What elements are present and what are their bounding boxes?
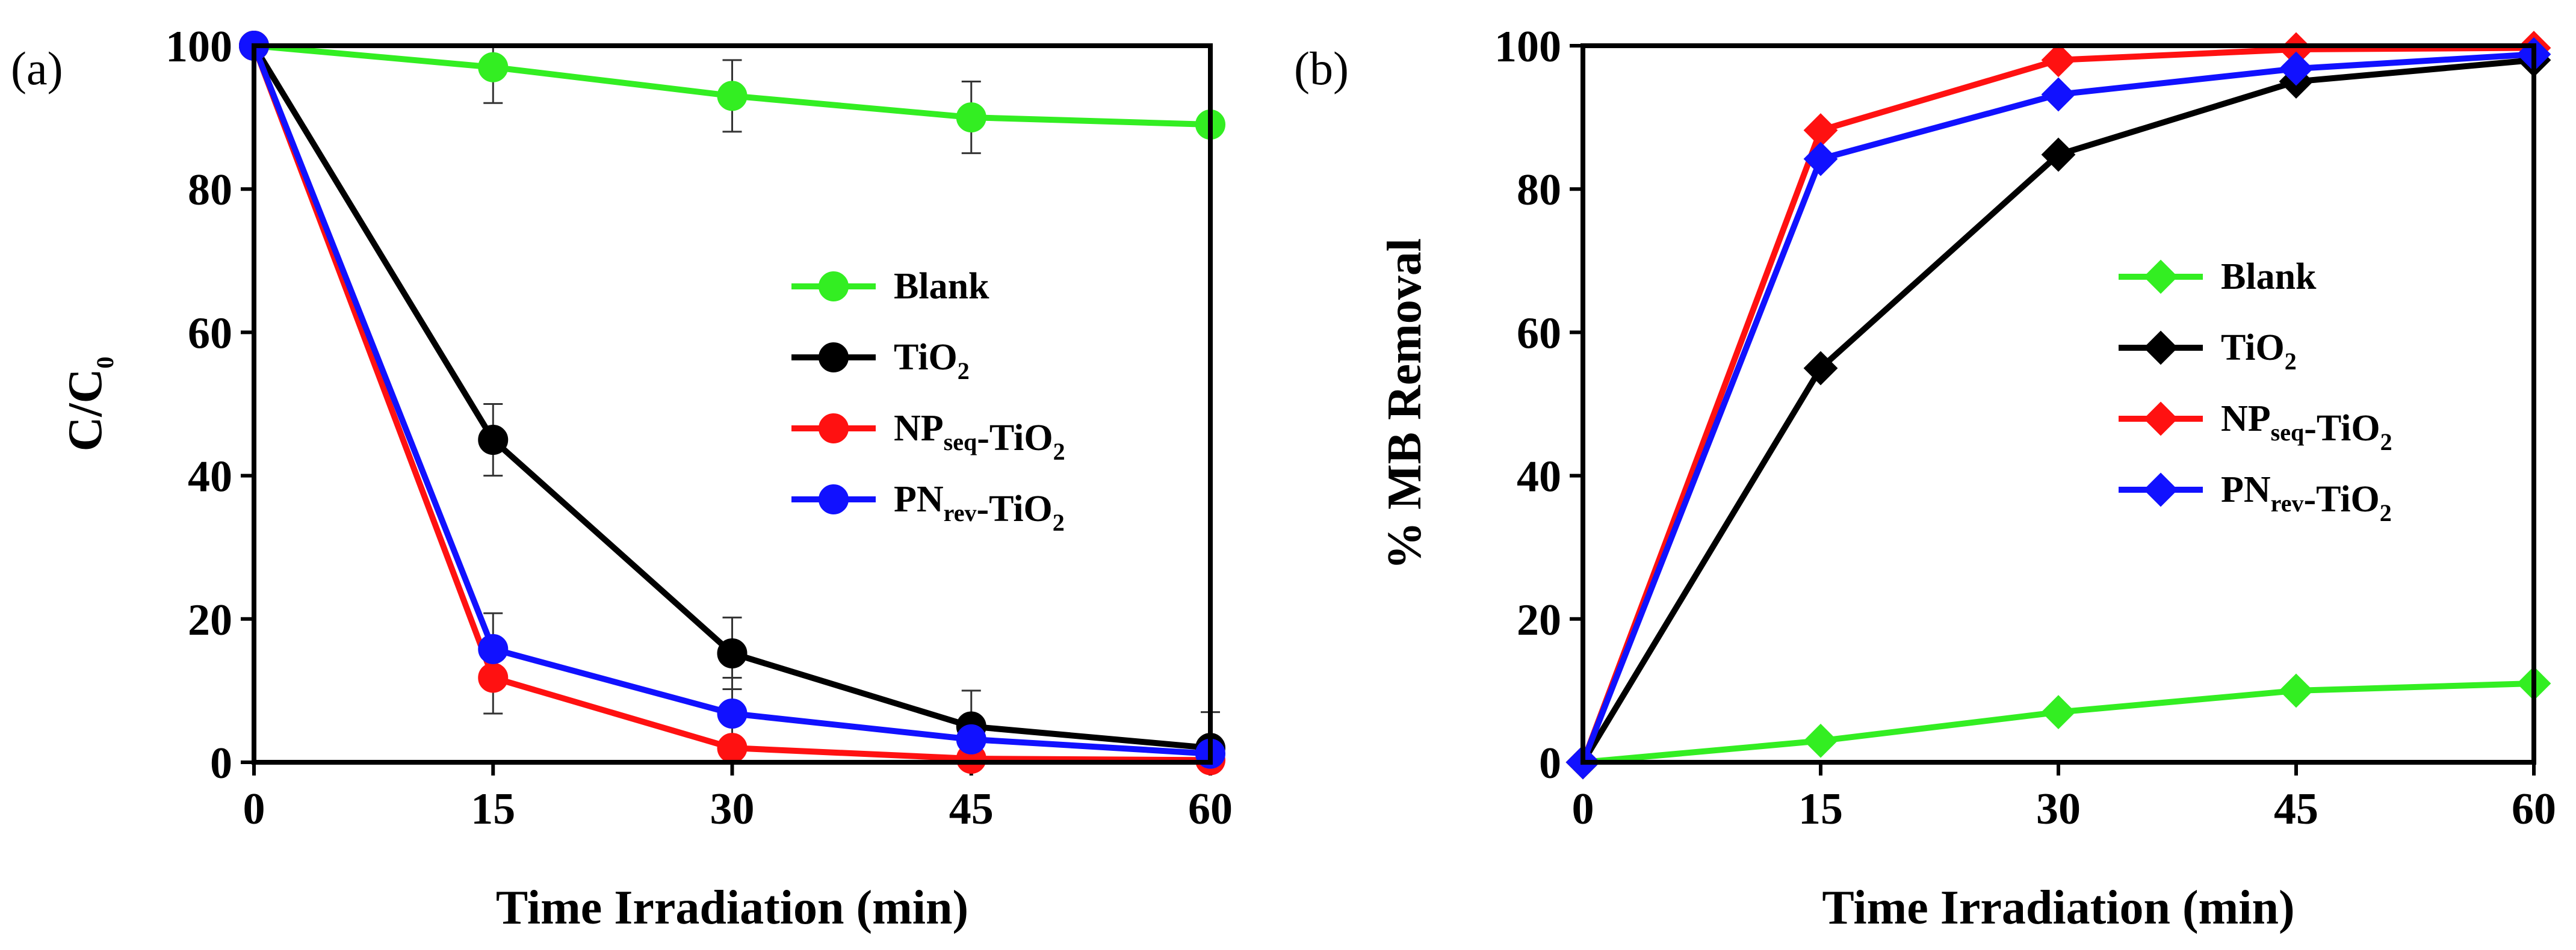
data-point [2041,695,2076,730]
data-point [717,81,748,111]
x-tick-label: 0 [1572,785,1594,834]
legend-label: PNrev-TiO2 [894,479,1065,536]
y-tick-label: 60 [1517,309,1561,358]
x-tick-label: 60 [1188,785,1233,834]
data-point [1803,351,1838,386]
y-tick-label: 0 [210,739,232,788]
x-tick-label: 45 [949,785,994,834]
legend: Blank TiO2 NPseq-TiO2 PNrev-TiO2 [2119,256,2392,526]
series-Blank [239,31,1225,140]
data-point [1803,723,1838,758]
data-point [478,634,509,664]
legend-marker [819,271,849,301]
x-tick-label: 45 [2274,785,2318,834]
data-point [717,638,748,668]
data-point [478,662,509,693]
legend-marker [819,413,849,443]
legend-label: TiO2 [894,337,970,384]
y-tick-label: 60 [188,309,232,358]
legend-label: TiO2 [2221,327,2297,375]
plot-frame [1581,43,2536,765]
legend: Blank TiO2 NPseq-TiO2 PNrev-TiO2 [791,266,1065,536]
legend-label: NPseq-TiO2 [894,408,1065,465]
panel-a: (a) 0 20 40 60 80 100 0 15 30 45 60 Time Irradiation… [11,22,1233,934]
legend-marker [2143,401,2178,436]
y-tick-label: 40 [188,452,232,502]
data-point [2279,51,2314,86]
data-point [956,724,986,754]
legend-marker [2143,330,2178,365]
data-point [2041,77,2076,112]
plot-frame [252,43,1213,765]
legend-marker [2143,259,2178,294]
y-axis-title: C/C0 [59,357,119,452]
data-point [2279,673,2314,708]
legend-label: Blank [894,266,989,307]
data-point [478,52,509,82]
x-axis-title: Time Irradiation (min) [496,881,968,934]
y-tick-label: 40 [1517,452,1561,502]
y-tick-label: 100 [166,22,232,72]
y-tick-label: 80 [188,165,232,215]
legend-marker [819,484,849,514]
legend-marker [2143,472,2178,507]
data-point [2041,137,2076,172]
panel-label: (b) [1294,42,1349,94]
data-point [478,425,509,455]
y-tick-label: 20 [188,596,232,645]
y-tick-label: 0 [1539,739,1561,788]
data-point [1803,113,1838,147]
data-point [2041,43,2076,78]
x-tick-label: 0 [243,785,265,834]
legend-marker [819,342,849,372]
x-axis-title: Time Irradiation (min) [1822,881,2294,934]
x-tick-label: 30 [710,785,755,834]
panel-label: (a) [11,42,63,94]
x-tick-label: 60 [2512,785,2556,834]
y-tick-label: 100 [1494,22,1561,72]
data-point [717,733,748,763]
y-tick-label: 20 [1517,596,1561,645]
legend-label: PNrev-TiO2 [2221,469,2392,526]
x-tick-label: 15 [471,785,515,834]
data-point [1803,141,1838,176]
data-point [717,699,748,729]
y-tick-label: 80 [1517,165,1561,215]
x-tick-label: 15 [1798,785,1843,834]
legend-label: NPseq-TiO2 [2221,398,2392,455]
data-point [956,102,986,133]
x-tick-label: 30 [2036,785,2081,834]
legend-label: Blank [2221,256,2317,297]
y-axis-title: % MB Removal [1378,238,1431,570]
panel-b: (b) 0 20 40 60 80 100 0 15 30 45 60 Time Irradiation… [1294,22,2556,934]
